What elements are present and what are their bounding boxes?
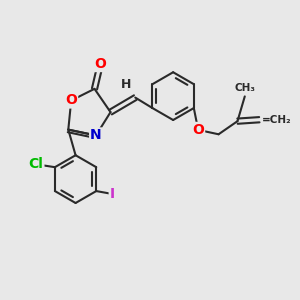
Text: H: H: [122, 78, 132, 91]
Text: CH₃: CH₃: [234, 83, 255, 93]
Text: N: N: [90, 128, 102, 142]
Text: O: O: [65, 94, 77, 107]
Text: O: O: [94, 57, 106, 71]
Text: =CH₂: =CH₂: [262, 115, 291, 125]
Text: Cl: Cl: [28, 157, 44, 171]
Text: O: O: [192, 123, 204, 137]
Text: I: I: [110, 187, 115, 201]
